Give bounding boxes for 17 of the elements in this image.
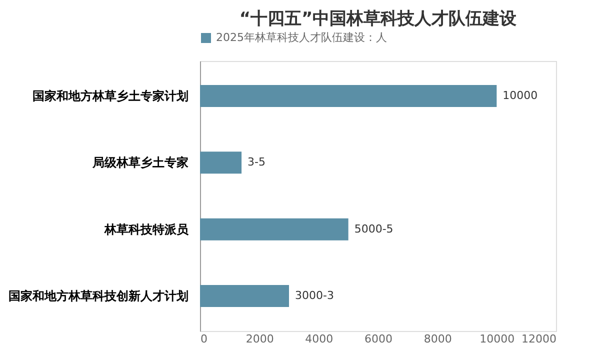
- y-tick-label: 国家和地方林草乡土专家计划: [32, 89, 188, 103]
- x-tick-label: 2000: [246, 332, 274, 346]
- data-label: 10000: [502, 89, 538, 102]
- data-label: 5000-5: [354, 222, 394, 236]
- x-tick-label: 8000: [424, 332, 452, 346]
- chart-title: “十四五”中国林草科技人才队伍建设: [239, 9, 518, 29]
- x-tick-label: 0: [200, 332, 208, 346]
- y-tick-label: 局级林草乡土专家: [92, 156, 188, 170]
- data-label: 3000-3: [295, 289, 334, 302]
- legend-label: 2025年林草科技人才队伍建设：人: [216, 31, 387, 44]
- x-tick-label: 10000: [480, 332, 515, 346]
- y-tick-label: 国家和地方林草科技创新人才计划: [8, 289, 188, 303]
- x-tick-label: 4000: [305, 332, 334, 346]
- y-tick-label: 林草科技特派员: [104, 222, 190, 236]
- x-tick-label: 6000: [364, 332, 392, 346]
- x-tick-label: 12000: [522, 332, 556, 346]
- data-label: 3-5: [248, 156, 266, 169]
